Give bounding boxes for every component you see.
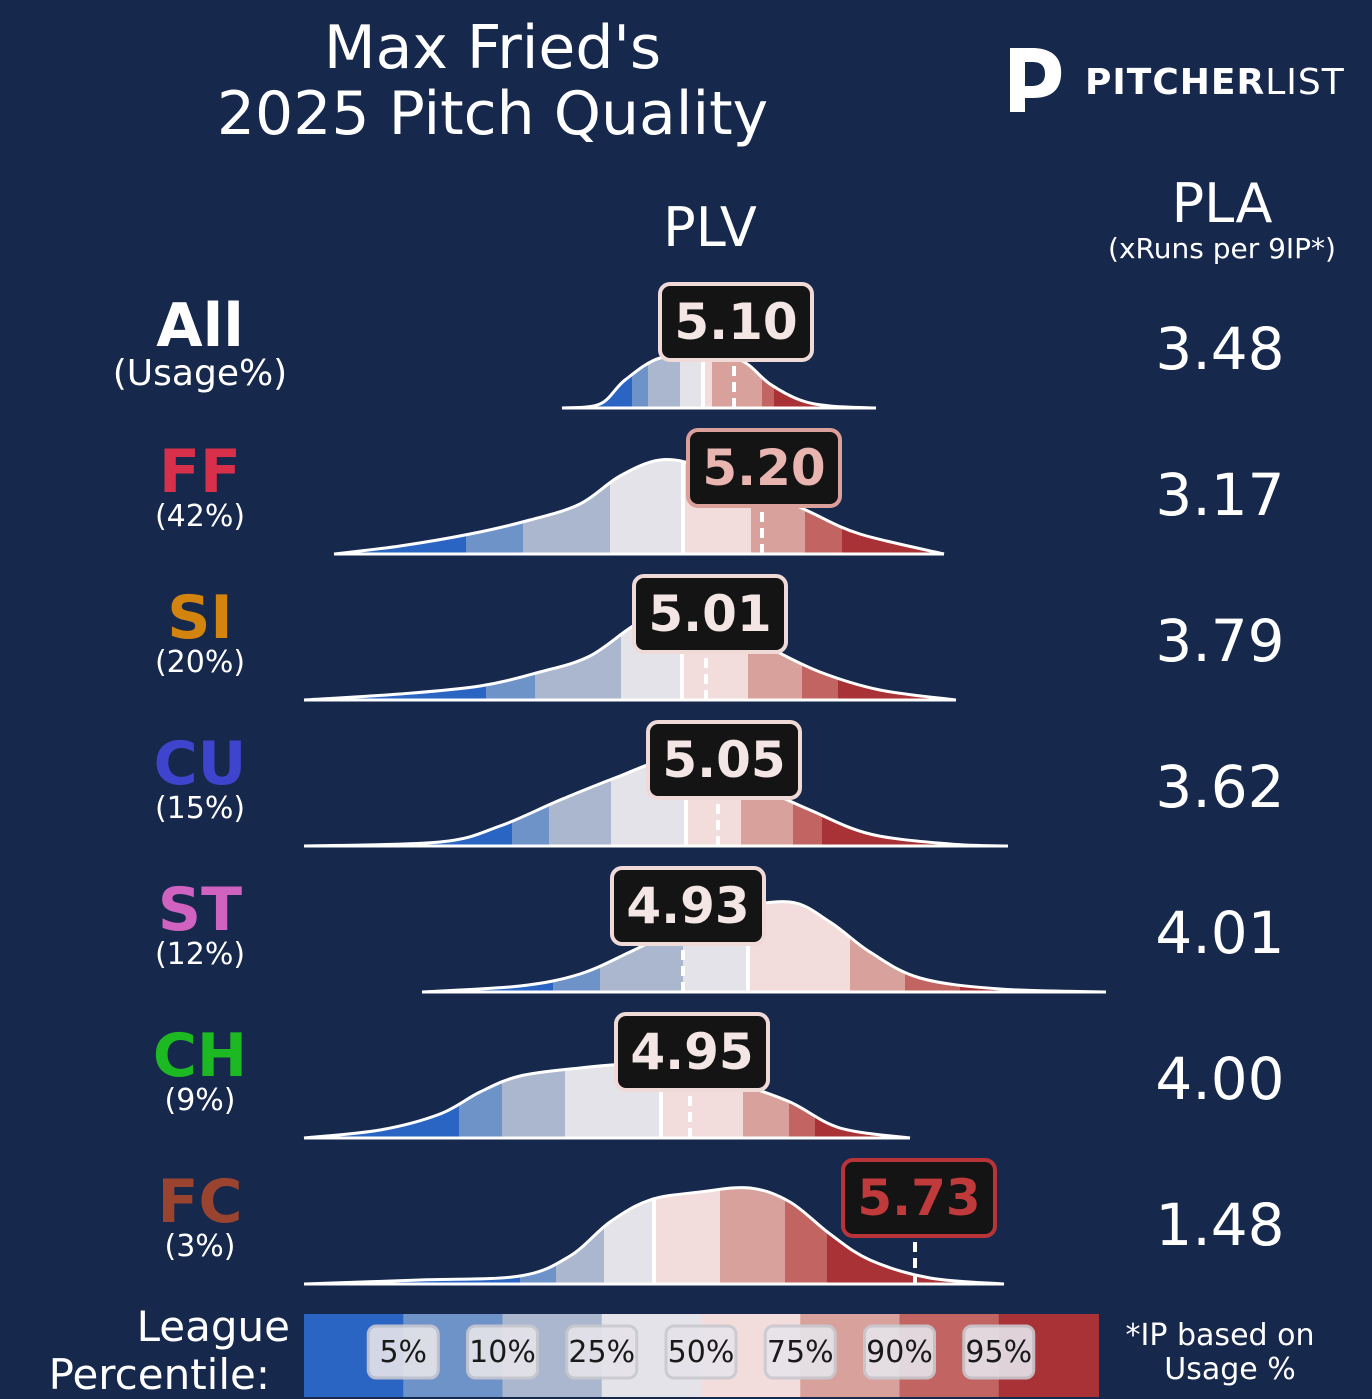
percentile-band <box>704 356 712 408</box>
density-row-cu: 5.05 <box>303 720 1009 848</box>
legend-label-line1: League <box>136 1302 290 1351</box>
percentile-band <box>680 356 704 408</box>
usage-label: (9%) <box>164 1083 236 1118</box>
usage-label: (3%) <box>164 1229 236 1264</box>
legend-percentile-label: 5% <box>379 1335 427 1370</box>
percentile-band <box>655 1187 720 1284</box>
pitch-type-label: FC <box>157 1167 243 1237</box>
percentile-band <box>842 459 944 554</box>
percentile-band <box>422 901 553 992</box>
legend-percentile-label: 10% <box>469 1335 536 1370</box>
legend-percentile-label: 90% <box>866 1335 933 1370</box>
plv-value-box <box>658 282 814 362</box>
legend-percentile-label: 50% <box>668 1335 735 1370</box>
pla-header: PLA <box>1171 172 1273 235</box>
percentile-band <box>523 459 610 554</box>
density-curve <box>303 1062 911 1140</box>
percentile-legend: 5% 10% 25% 50% 75% 90% 95% <box>304 1314 1099 1397</box>
usage-label: (15%) <box>154 791 246 826</box>
plv-value-box <box>614 1012 770 1092</box>
pla-value: 4.01 <box>1155 899 1285 967</box>
percentile-band <box>785 1187 827 1284</box>
plv-header: PLV <box>663 196 757 259</box>
plv-value-label: 5.10 <box>674 293 797 351</box>
legend-percentile-box <box>962 1324 1036 1380</box>
percentile-band <box>822 761 1008 846</box>
plv-value-box <box>632 574 788 654</box>
plv-value-box <box>841 1158 997 1238</box>
legend-percentile-label: 75% <box>767 1335 834 1370</box>
legend-percentile-box <box>565 1324 639 1380</box>
pla-value: 3.79 <box>1155 607 1285 675</box>
pla-subheader: (xRuns per 9IP*) <box>1108 232 1336 265</box>
usage-label: (Usage%) <box>112 353 288 394</box>
logo-wordmark: PITCHERLIST <box>1085 62 1345 103</box>
chart-title-line2: 2025 Pitch Quality <box>216 79 769 149</box>
legend-percentile-box <box>664 1324 738 1380</box>
pitch-type-label: All <box>156 291 244 361</box>
percentile-band <box>512 761 549 846</box>
density-curve <box>333 458 945 556</box>
plv-value-box <box>646 720 802 800</box>
density-row-all: 5.10 <box>561 282 877 410</box>
usage-label: (20%) <box>154 645 246 680</box>
logo-wordmark-thin: LIST <box>1265 62 1345 103</box>
pla-value: 4.00 <box>1155 1045 1285 1113</box>
plv-value-label: 4.95 <box>630 1023 753 1081</box>
chart-title-line1: Max Fried's <box>323 13 662 83</box>
percentile-band <box>502 1063 565 1138</box>
pla-value: 3.62 <box>1155 753 1285 821</box>
percentile-band <box>562 356 632 408</box>
usage-label: (42%) <box>154 499 246 534</box>
density-curve <box>421 900 1107 994</box>
pitch-type-label: ST <box>157 875 243 945</box>
plv-value-label: 5.05 <box>662 731 785 789</box>
density-row-st: 4.93 <box>421 866 1107 994</box>
pla-value: 3.17 <box>1155 461 1285 529</box>
pitcherlist-logo-icon <box>1010 48 1062 112</box>
plv-value-label: 5.73 <box>857 1169 980 1227</box>
density-row-fc: 5.73 <box>303 1158 1005 1286</box>
legend-percentile-label: 95% <box>965 1335 1032 1370</box>
percentile-band <box>815 1063 910 1138</box>
footnote-line1: *IP based on <box>1125 1318 1315 1353</box>
percentile-band <box>789 1063 815 1138</box>
percentile-band <box>632 356 648 408</box>
legend-percentile-label: 25% <box>568 1335 635 1370</box>
percentile-band <box>604 1187 655 1284</box>
legend-label-line2: Percentile: <box>48 1350 270 1399</box>
pla-value: 3.48 <box>1155 315 1285 383</box>
plv-value-label: 5.20 <box>702 439 825 497</box>
legend-percentile-box <box>763 1324 837 1380</box>
plv-value-label: 5.01 <box>648 585 771 643</box>
legend-percentile-box <box>466 1324 539 1380</box>
plv-value-box <box>610 866 766 946</box>
percentile-band <box>850 901 905 992</box>
plv-value-box <box>686 428 842 508</box>
percentile-band <box>648 356 680 408</box>
percentile-band <box>960 901 1106 992</box>
legend-percentile-box <box>366 1324 440 1380</box>
density-row-si: 5.01 <box>303 574 957 702</box>
plv-value-label: 4.93 <box>626 877 749 935</box>
percentile-band <box>802 613 838 700</box>
pla-value: 1.48 <box>1155 1191 1285 1259</box>
footnote-line2: Usage % <box>1164 1352 1296 1387</box>
density-curve <box>303 1186 1005 1286</box>
usage-label: (12%) <box>154 937 246 972</box>
pitch-type-label: CH <box>152 1021 248 1091</box>
percentile-band <box>720 1187 785 1284</box>
percentile-band <box>556 1187 604 1284</box>
pitch-type-label: FF <box>159 437 241 507</box>
pitch-type-label: SI <box>167 583 233 653</box>
percentile-band <box>459 1063 502 1138</box>
density-row-ch: 4.95 <box>303 1012 911 1140</box>
pitch-type-label: CU <box>153 729 247 799</box>
legend-percentile-box <box>863 1324 936 1380</box>
density-row-ff: 5.20 <box>333 428 945 556</box>
logo-wordmark-bold: PITCHER <box>1085 62 1266 103</box>
percentile-band <box>466 459 523 554</box>
